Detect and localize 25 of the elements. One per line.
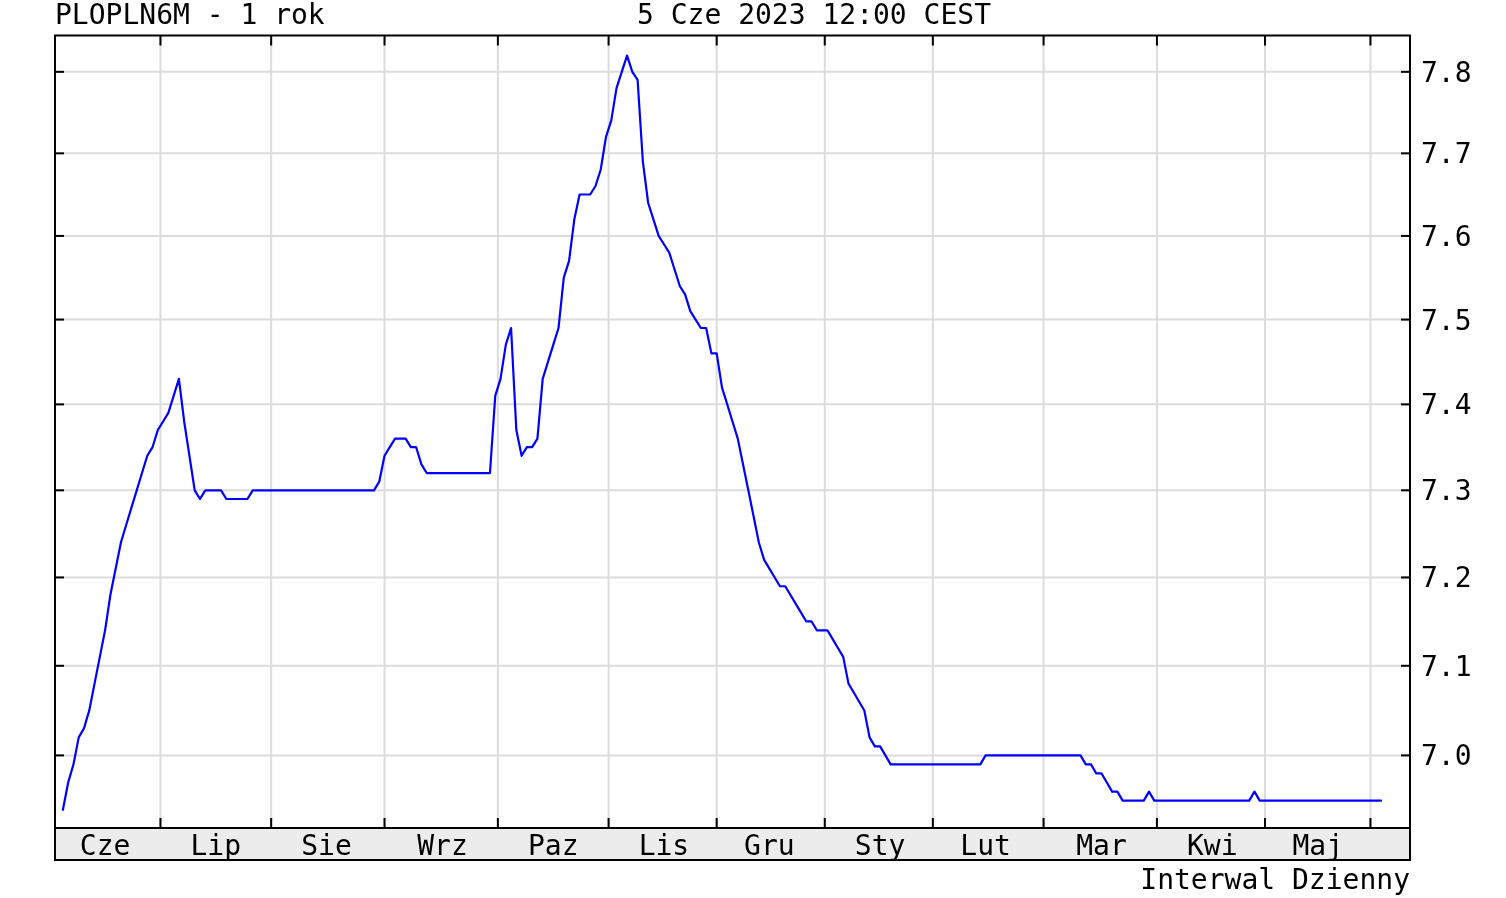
x-tick-label: Lis bbox=[638, 828, 690, 862]
y-tick-label: 7.1 bbox=[1421, 649, 1472, 683]
x-tick-label: Cze bbox=[79, 828, 131, 862]
chart-title: PLOPLN6M - 1 rok bbox=[55, 0, 325, 31]
x-tick-label: Sty bbox=[854, 828, 906, 862]
x-tick-label: Paz bbox=[527, 828, 579, 862]
line-series bbox=[61, 54, 1383, 811]
y-tick-label: 7.8 bbox=[1421, 55, 1472, 89]
x-tick-label: Gru bbox=[744, 828, 795, 862]
y-tick-label: 7.3 bbox=[1421, 473, 1472, 507]
x-tick-label: Kwi bbox=[1187, 828, 1238, 862]
x-tick-label: Maj bbox=[1292, 828, 1344, 862]
y-tick-label: 7.2 bbox=[1421, 560, 1472, 594]
x-tick-label: Sie bbox=[301, 828, 352, 862]
y-tick-label: 7.5 bbox=[1421, 303, 1472, 337]
x-tick-label: Lut bbox=[960, 828, 1011, 862]
chart-subtitle: 5 Cze 2023 12:00 CEST bbox=[636, 0, 992, 31]
y-tick-label: 7.7 bbox=[1421, 136, 1472, 170]
x-tick-label: Mar bbox=[1076, 828, 1127, 862]
x-tick-label: Lip bbox=[190, 828, 242, 862]
y-tick-label: 7.6 bbox=[1421, 219, 1472, 253]
y-tick-label: 7.0 bbox=[1421, 738, 1472, 772]
y-tick-label: 7.4 bbox=[1421, 387, 1472, 421]
x-tick-label: Wrz bbox=[417, 828, 468, 862]
text: Interwal Dzienny bbox=[1140, 863, 1410, 896]
